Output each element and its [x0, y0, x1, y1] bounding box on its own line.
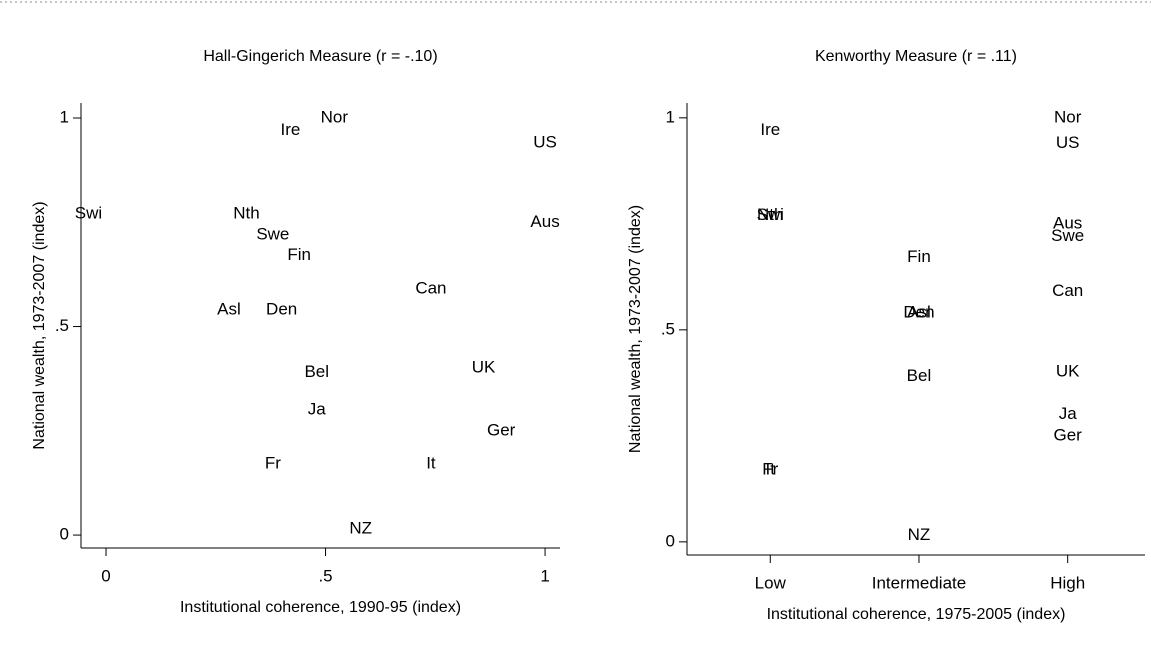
- point-label: Bel: [907, 366, 932, 385]
- y-tick-label: 1: [60, 107, 69, 126]
- y-tick-label: 1: [666, 107, 675, 126]
- point-label: Ger: [487, 420, 516, 439]
- y-tick-label: .5: [55, 316, 69, 335]
- point-label: Swi: [757, 205, 784, 224]
- point-label: Ire: [281, 120, 301, 139]
- chart-title: Hall-Gingerich Measure (r = -.10): [203, 48, 437, 65]
- point-label: It: [426, 454, 436, 473]
- x-axis-label: Institutional coherence, 1975-2005 (inde…: [767, 606, 1066, 623]
- point-label: Fin: [907, 247, 931, 266]
- point-label: Bel: [304, 362, 329, 381]
- x-tick-label: Intermediate: [872, 573, 967, 592]
- x-tick-label: High: [1050, 573, 1085, 592]
- point-label: Ire: [760, 120, 780, 139]
- y-tick-label: 0: [666, 531, 675, 550]
- point-label: UK: [1056, 362, 1080, 381]
- point-label: Aus: [1053, 213, 1082, 232]
- point-label: Fin: [287, 245, 311, 264]
- point-label: NZ: [349, 518, 372, 537]
- x-axis-label: Institutional coherence, 1990-95 (index): [180, 599, 461, 616]
- point-label: Ja: [308, 399, 327, 418]
- y-tick-label: 0: [60, 525, 69, 544]
- point-label: Swe: [256, 224, 289, 243]
- x-tick-label: .5: [318, 566, 332, 585]
- chart-title: Kenworthy Measure (r = .11): [815, 48, 1017, 65]
- point-label: Ger: [1054, 425, 1083, 444]
- point-label: UK: [472, 358, 496, 377]
- y-axis-label: National wealth, 1973-2007 (index): [627, 205, 644, 453]
- point-label: Asl: [217, 299, 241, 318]
- point-label: It: [766, 459, 776, 478]
- point-label: Fr: [265, 454, 281, 473]
- x-tick-label: 0: [101, 566, 110, 585]
- point-label: Nth: [233, 203, 259, 222]
- point-label: Den: [903, 302, 934, 321]
- point-label: US: [1056, 133, 1080, 152]
- point-label: Swe: [1051, 226, 1084, 245]
- point-label: Asl: [907, 302, 931, 321]
- point-label: US: [533, 133, 557, 152]
- point-label: Swi: [75, 203, 102, 222]
- x-tick-label: 1: [540, 566, 549, 585]
- x-tick-label: Low: [755, 573, 787, 592]
- point-label: Aus: [530, 212, 559, 231]
- y-axis-label: National wealth, 1973-2007 (index): [31, 201, 48, 449]
- point-label: Fr: [762, 459, 778, 478]
- point-label: Ja: [1059, 404, 1078, 423]
- point-label: Can: [1052, 281, 1083, 300]
- point-label: Can: [415, 278, 446, 297]
- point-label: Den: [266, 299, 297, 318]
- y-tick-label: .5: [661, 319, 675, 338]
- point-label: Nth: [757, 205, 783, 224]
- point-label: Nor: [1054, 107, 1082, 126]
- point-label: Nor: [321, 107, 349, 126]
- point-label: NZ: [908, 525, 931, 544]
